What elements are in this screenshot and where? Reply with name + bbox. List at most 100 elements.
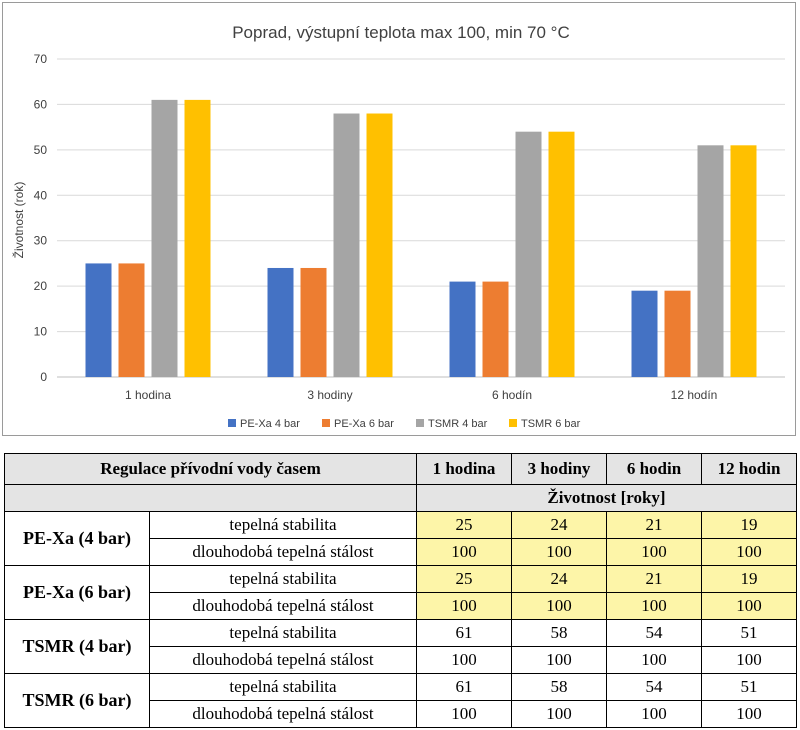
y-tick-label: 60 bbox=[34, 97, 48, 111]
value-cell: 51 bbox=[701, 619, 797, 647]
value-cell: 100 bbox=[701, 538, 797, 566]
value-cell: 100 bbox=[416, 700, 512, 728]
value-cell: 58 bbox=[511, 619, 607, 647]
row-label: dlouhodobá tepelná stálost bbox=[149, 538, 417, 566]
column-header: 6 hodin bbox=[606, 453, 702, 485]
table-row: TSMR (4 bar) tepelná stabilita 61 58 54 51 bbox=[4, 619, 797, 674]
y-tick-label: 40 bbox=[34, 188, 48, 202]
table-row: dlouhodobá tepelná stálost 100 100 100 100 bbox=[5, 700, 797, 728]
group-label: TSMR (6 bar) bbox=[4, 673, 150, 728]
row-label: tepelná stabilita bbox=[149, 511, 417, 539]
y-tick-label: 20 bbox=[34, 279, 48, 293]
bar bbox=[515, 131, 542, 377]
bar bbox=[631, 290, 658, 377]
value-cell: 100 bbox=[606, 646, 702, 674]
table-row: PE-Xa (6 bar) tepelná stabilita 25 24 21 19 bbox=[4, 565, 797, 620]
value-cell: 24 bbox=[511, 511, 607, 539]
row-label: tepelná stabilita bbox=[149, 565, 417, 593]
value-cell: 100 bbox=[511, 538, 607, 566]
value-cell: 100 bbox=[606, 592, 702, 620]
value-cell: 25 bbox=[416, 565, 512, 593]
column-header: 1 hodina bbox=[416, 453, 512, 485]
value-cell: 100 bbox=[416, 592, 512, 620]
row-label: dlouhodobá tepelná stálost bbox=[149, 700, 417, 728]
legend-swatch bbox=[228, 419, 236, 427]
value-cell: 100 bbox=[701, 646, 797, 674]
legend-label: PE-Xa 6 bar bbox=[334, 418, 394, 430]
column-subheader: Životnost [roky] bbox=[416, 484, 797, 512]
legend-swatch bbox=[509, 419, 517, 427]
bar bbox=[482, 281, 509, 377]
y-tick-label: 50 bbox=[34, 143, 48, 157]
y-axis-title: Životnost (rok) bbox=[11, 182, 26, 259]
value-cell: 61 bbox=[416, 619, 512, 647]
y-tick-label: 70 bbox=[34, 52, 48, 66]
chart-panel: Poprad, výstupní teplota max 100, min 70… bbox=[2, 2, 796, 436]
legend-label: TSMR 6 bar bbox=[521, 418, 581, 430]
bar bbox=[664, 290, 691, 377]
bar bbox=[151, 99, 178, 377]
value-cell: 100 bbox=[606, 700, 702, 728]
value-cell: 21 bbox=[606, 511, 702, 539]
group-label: PE-Xa (6 bar) bbox=[4, 565, 150, 620]
y-tick-label: 30 bbox=[34, 234, 48, 248]
bar bbox=[449, 281, 476, 377]
table-row: dlouhodobá tepelná stálost 100 100 100 100 bbox=[5, 592, 797, 620]
value-cell: 19 bbox=[701, 511, 797, 539]
row-label: dlouhodobá tepelná stálost bbox=[149, 592, 417, 620]
header-blank-cell bbox=[4, 484, 417, 512]
bar bbox=[697, 145, 724, 377]
bar bbox=[118, 263, 145, 377]
bar bbox=[366, 113, 393, 377]
bar bbox=[267, 267, 294, 377]
table-row: TSMR (6 bar) tepelná stabilita 61 58 54 51 bbox=[4, 673, 797, 728]
table-row: PE-Xa (4 bar) tepelná stabilita 25 24 21 19 bbox=[4, 511, 797, 566]
table-row: dlouhodobá tepelná stálost 100 100 100 100 bbox=[5, 646, 797, 674]
value-cell: 21 bbox=[606, 565, 702, 593]
bar bbox=[333, 113, 360, 377]
legend-label: PE-Xa 4 bar bbox=[240, 418, 300, 430]
value-cell: 54 bbox=[606, 619, 702, 647]
value-cell: 100 bbox=[701, 700, 797, 728]
value-cell: 100 bbox=[511, 700, 607, 728]
row-label: tepelná stabilita bbox=[149, 673, 417, 701]
legend-swatch bbox=[322, 419, 330, 427]
bar bbox=[730, 145, 757, 377]
value-cell: 100 bbox=[606, 538, 702, 566]
bar bbox=[85, 263, 112, 377]
column-header: 12 hodin bbox=[701, 453, 797, 485]
x-category-label: 12 hodín bbox=[671, 388, 718, 402]
table-row: dlouhodobá tepelná stálost 100 100 100 100 bbox=[5, 538, 797, 566]
row-label: tepelná stabilita bbox=[149, 619, 417, 647]
value-cell: 100 bbox=[511, 646, 607, 674]
value-cell: 51 bbox=[701, 673, 797, 701]
value-cell: 25 bbox=[416, 511, 512, 539]
value-cell: 19 bbox=[701, 565, 797, 593]
y-tick-label: 0 bbox=[40, 370, 47, 384]
bar bbox=[184, 99, 211, 377]
bar-chart: Poprad, výstupní teplota max 100, min 70… bbox=[11, 23, 785, 430]
legend-swatch bbox=[416, 419, 424, 427]
value-cell: 100 bbox=[701, 592, 797, 620]
chart-title: Poprad, výstupní teplota max 100, min 70… bbox=[232, 23, 570, 42]
table-row: Regulace přívodní vody časem 1 hodina 3 ho… bbox=[4, 453, 797, 485]
legend-label: TSMR 4 bar bbox=[428, 418, 488, 430]
value-cell: 54 bbox=[606, 673, 702, 701]
x-category-label: 3 hodiny bbox=[307, 388, 352, 402]
x-category-label: 6 hodín bbox=[492, 388, 532, 402]
bar bbox=[548, 131, 575, 377]
group-label: TSMR (4 bar) bbox=[4, 619, 150, 674]
x-category-label: 1 hodina bbox=[125, 388, 171, 402]
group-label: PE-Xa (4 bar) bbox=[4, 511, 150, 566]
value-cell: 58 bbox=[511, 673, 607, 701]
table-row: Životnost [roky] bbox=[4, 484, 797, 512]
column-header: 3 hodiny bbox=[511, 453, 607, 485]
data-table: Regulace přívodní vody časem 1 hodina 3 ho… bbox=[4, 453, 797, 728]
value-cell: 24 bbox=[511, 565, 607, 593]
row-label: dlouhodobá tepelná stálost bbox=[149, 646, 417, 674]
bar bbox=[300, 267, 327, 377]
value-cell: 61 bbox=[416, 673, 512, 701]
table-title: Regulace přívodní vody časem bbox=[4, 453, 417, 485]
value-cell: 100 bbox=[511, 592, 607, 620]
value-cell: 100 bbox=[416, 646, 512, 674]
